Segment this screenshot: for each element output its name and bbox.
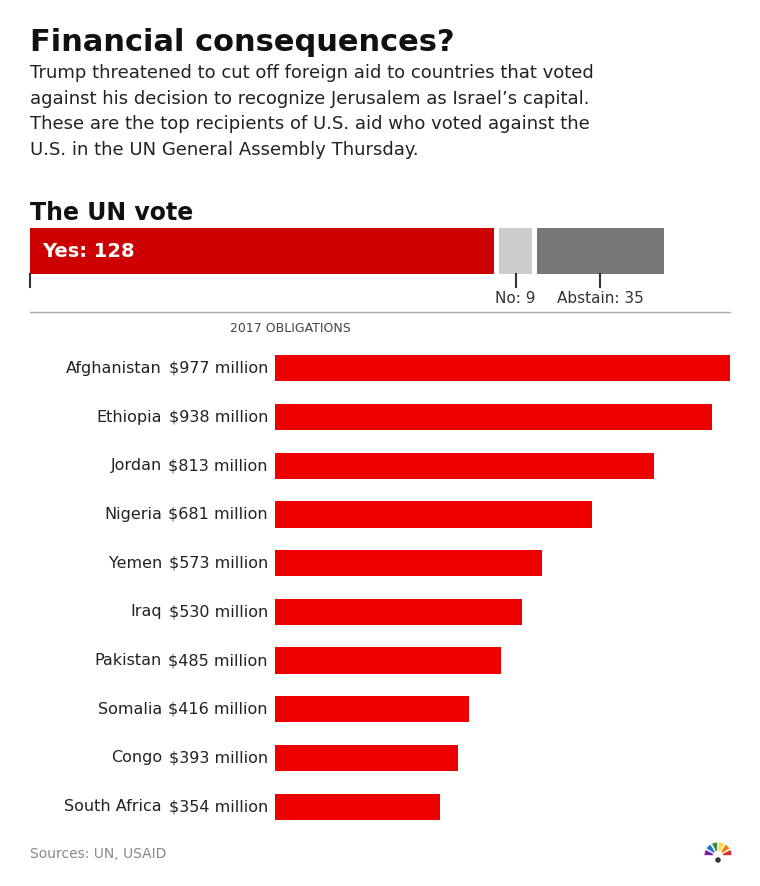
Text: $813 million: $813 million xyxy=(169,458,268,473)
Text: $354 million: $354 million xyxy=(169,799,268,814)
Text: South Africa: South Africa xyxy=(65,799,162,814)
Text: Nigeria: Nigeria xyxy=(104,507,162,522)
Text: $938 million: $938 million xyxy=(169,409,268,424)
Bar xyxy=(275,745,458,771)
Text: No: 9: No: 9 xyxy=(496,291,536,306)
Text: Financial consequences?: Financial consequences? xyxy=(30,28,454,57)
Bar xyxy=(537,228,663,274)
Bar xyxy=(275,648,501,673)
Text: Yes: 128: Yes: 128 xyxy=(42,242,135,260)
Bar xyxy=(275,404,712,431)
Text: Abstain: 35: Abstain: 35 xyxy=(557,291,644,306)
Text: $681 million: $681 million xyxy=(169,507,268,522)
Text: Iraq: Iraq xyxy=(131,604,162,619)
Text: $573 million: $573 million xyxy=(169,556,268,571)
Bar xyxy=(275,501,592,527)
Bar xyxy=(275,550,542,576)
Wedge shape xyxy=(718,842,724,851)
Bar xyxy=(275,794,440,820)
Circle shape xyxy=(715,858,720,863)
Text: Trump threatened to cut off foreign aid to countries that voted
against his deci: Trump threatened to cut off foreign aid … xyxy=(30,64,594,159)
Wedge shape xyxy=(723,850,732,856)
Text: Congo: Congo xyxy=(111,750,162,766)
Bar xyxy=(275,355,730,382)
Text: $393 million: $393 million xyxy=(169,750,268,766)
Wedge shape xyxy=(706,844,715,853)
Text: 2017 OBLIGATIONS: 2017 OBLIGATIONS xyxy=(230,322,350,335)
Wedge shape xyxy=(720,844,730,853)
Text: $416 million: $416 million xyxy=(169,702,268,717)
Text: The UN vote: The UN vote xyxy=(30,201,193,225)
Bar xyxy=(499,228,532,274)
Bar xyxy=(275,599,522,625)
Text: Sources: UN, USAID: Sources: UN, USAID xyxy=(30,847,166,861)
Text: $977 million: $977 million xyxy=(169,361,268,376)
Text: Ethiopia: Ethiopia xyxy=(97,409,162,424)
Text: $530 million: $530 million xyxy=(169,604,268,619)
Text: Yemen: Yemen xyxy=(109,556,162,571)
Text: Afghanistan: Afghanistan xyxy=(66,361,162,376)
Text: Pakistan: Pakistan xyxy=(95,653,162,668)
Bar xyxy=(30,228,494,274)
Bar xyxy=(275,696,469,722)
Text: $485 million: $485 million xyxy=(169,653,268,668)
Text: Jordan: Jordan xyxy=(111,458,162,473)
Text: Somalia: Somalia xyxy=(98,702,162,717)
Bar xyxy=(275,453,654,479)
Wedge shape xyxy=(704,850,714,856)
Wedge shape xyxy=(711,842,717,851)
